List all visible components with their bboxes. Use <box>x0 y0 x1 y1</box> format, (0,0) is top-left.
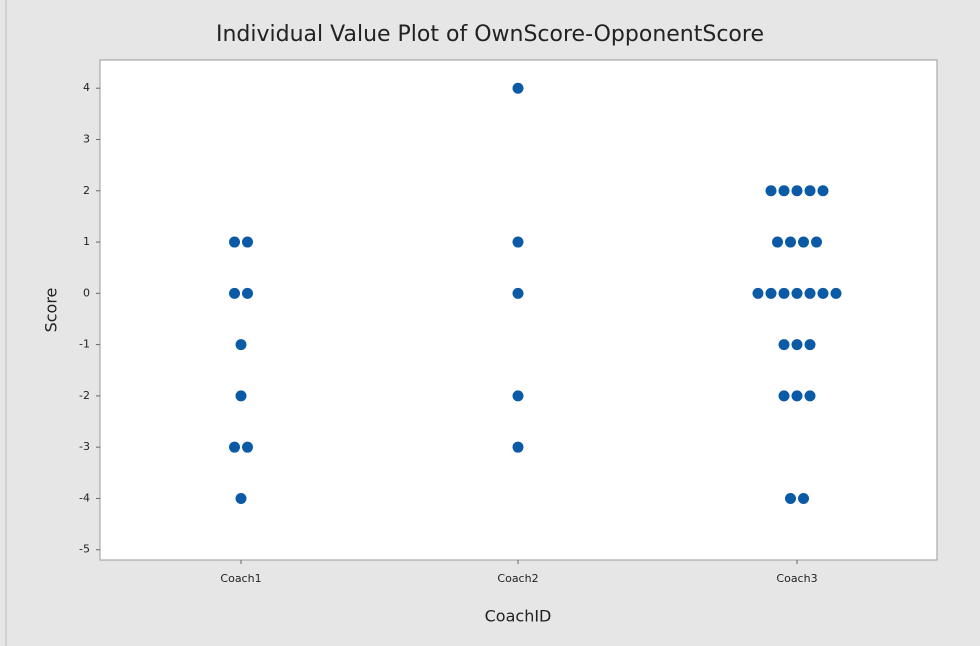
data-point <box>804 185 816 197</box>
data-point <box>798 492 809 504</box>
data-point <box>804 390 816 402</box>
y-tick-label: 4 <box>83 81 90 94</box>
data-point <box>830 287 842 299</box>
data-point <box>229 236 240 248</box>
data-point <box>811 236 822 248</box>
y-tick-label: 1 <box>83 235 90 248</box>
data-point <box>817 287 829 299</box>
data-point <box>778 390 790 402</box>
data-point <box>242 236 253 248</box>
data-point <box>765 185 777 197</box>
y-tick-label: 2 <box>83 184 90 197</box>
data-point <box>778 287 790 299</box>
data-point <box>778 185 790 197</box>
data-point <box>512 82 524 94</box>
y-tick-label: 0 <box>83 286 90 299</box>
data-point <box>235 339 247 351</box>
data-point <box>804 339 816 351</box>
data-point <box>817 185 829 197</box>
x-tick-label: Coach3 <box>776 572 817 585</box>
data-point <box>791 339 803 351</box>
data-point <box>798 236 809 248</box>
data-point <box>242 287 253 299</box>
data-point <box>512 390 524 402</box>
data-point <box>772 236 783 248</box>
data-point <box>778 339 790 351</box>
y-tick-label: -5 <box>79 543 90 556</box>
data-point <box>512 287 524 299</box>
data-point <box>791 185 803 197</box>
y-tick-label: -1 <box>79 338 90 351</box>
data-point <box>242 441 253 453</box>
data-point <box>752 287 764 299</box>
y-axis-label: Score <box>42 288 61 333</box>
data-point <box>785 492 796 504</box>
y-tick-label: -2 <box>79 389 90 402</box>
data-point <box>512 441 524 453</box>
data-point <box>229 441 240 453</box>
chart-title: Individual Value Plot of OwnScore-Oppone… <box>216 22 764 47</box>
x-tick-label: Coach1 <box>220 572 261 585</box>
x-axis-label: CoachID <box>485 607 552 626</box>
y-tick-label: -3 <box>79 440 90 453</box>
data-point <box>765 287 777 299</box>
data-point <box>229 287 240 299</box>
data-point <box>785 236 796 248</box>
data-point <box>791 287 803 299</box>
data-point <box>235 390 247 402</box>
data-point <box>512 236 524 248</box>
data-point <box>804 287 816 299</box>
plot-area <box>99 59 938 561</box>
y-tick-label: 3 <box>83 132 90 145</box>
data-point <box>791 390 803 402</box>
data-point <box>235 492 247 504</box>
y-tick-label: -4 <box>79 491 90 504</box>
x-tick-label: Coach2 <box>497 572 538 585</box>
